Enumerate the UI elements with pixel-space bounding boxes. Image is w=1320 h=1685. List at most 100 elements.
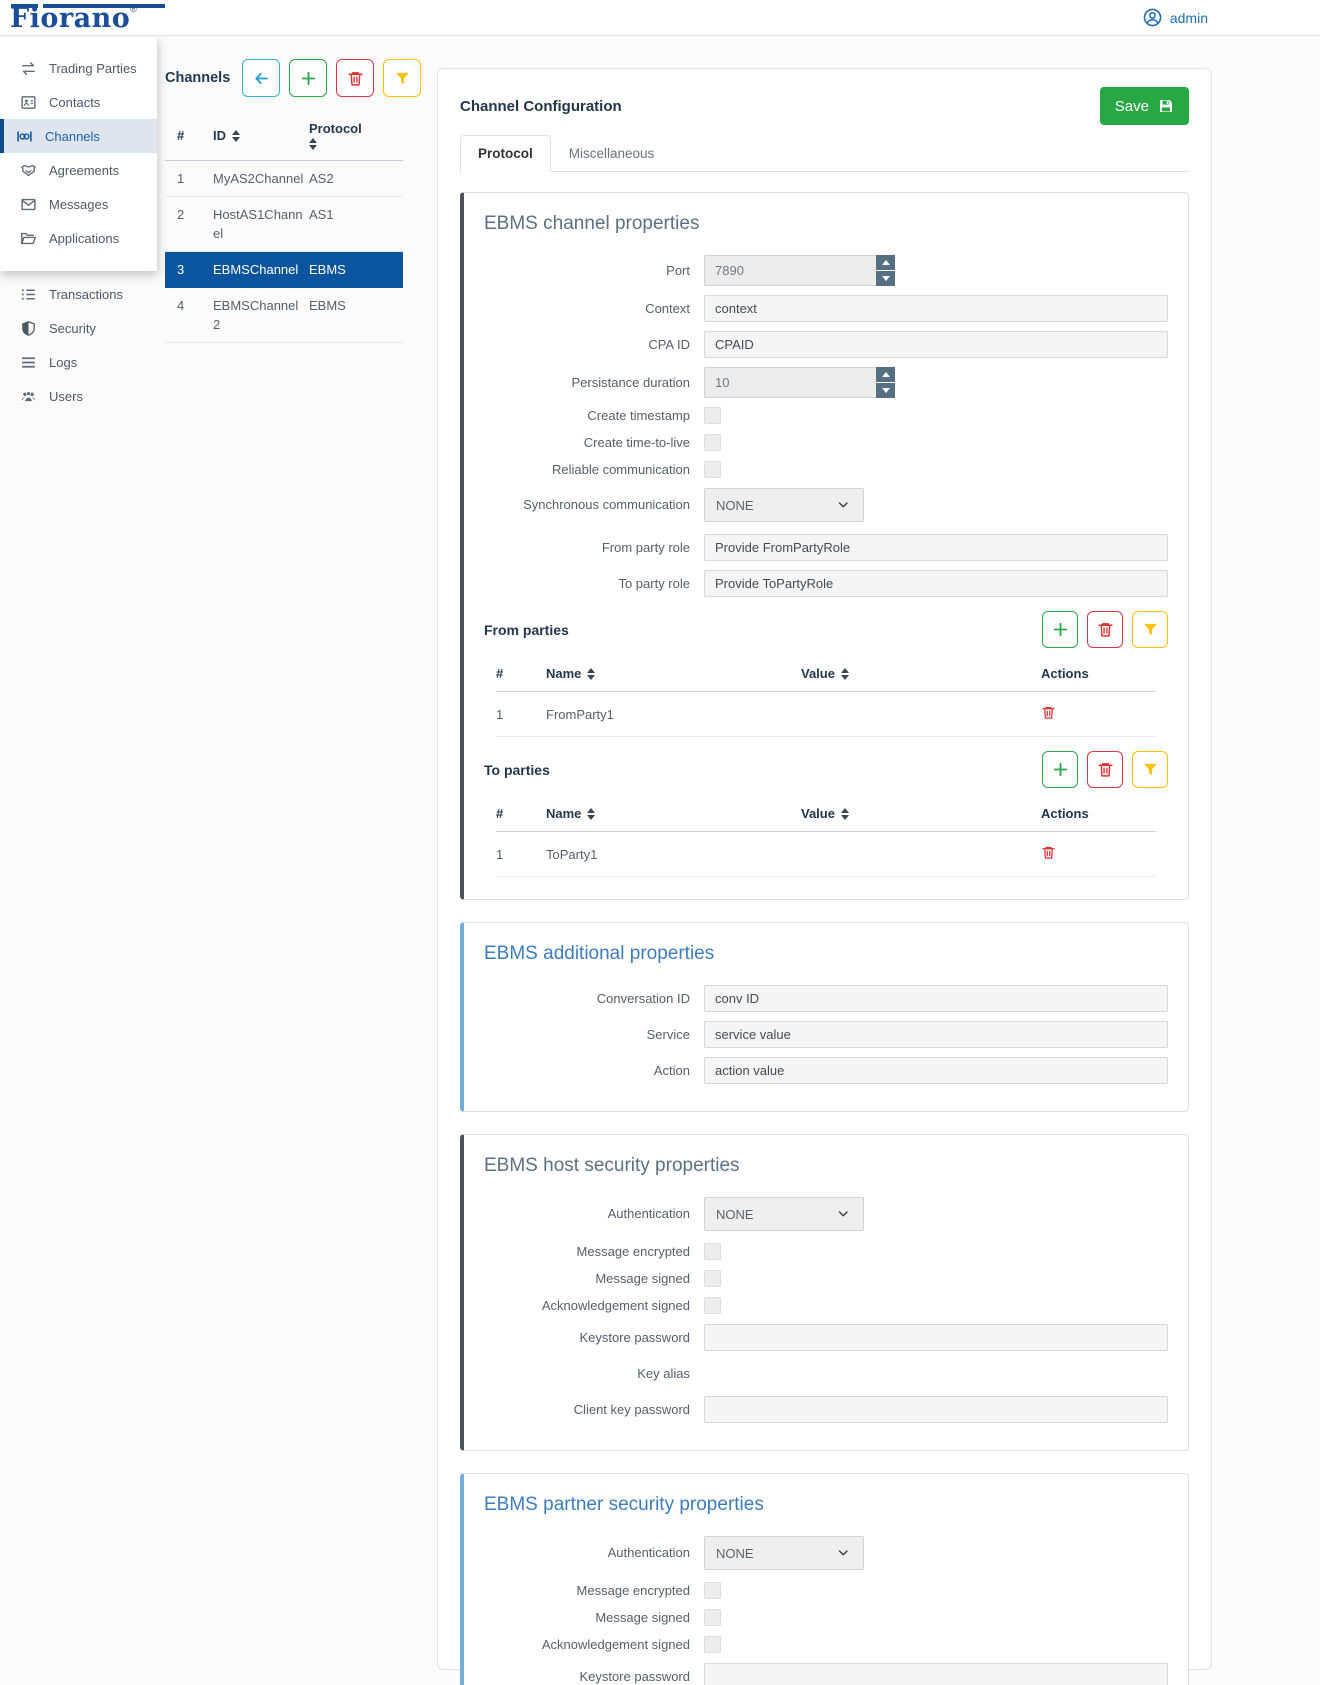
delete-row-button[interactable]: [1041, 705, 1056, 720]
sidebar-item-applications[interactable]: Applications: [0, 221, 157, 255]
conversation-id-input[interactable]: [704, 985, 1168, 1012]
sidebar-item-transactions[interactable]: Transactions: [0, 277, 157, 311]
sidebar-item-contacts[interactable]: Contacts: [0, 85, 157, 119]
host-message-encrypted-checkbox[interactable]: [704, 1243, 721, 1260]
save-label: Save: [1114, 97, 1149, 115]
trash-icon: [1097, 763, 1113, 777]
synchronous-communication-select[interactable]: NONE: [704, 488, 864, 522]
tab-protocol[interactable]: Protocol: [460, 135, 551, 172]
transactions-icon: [21, 288, 35, 300]
sidebar-item-trading-parties[interactable]: Trading Parties: [0, 51, 157, 85]
tab-miscellaneous[interactable]: Miscellaneous: [568, 146, 655, 161]
add-to-party-button[interactable]: [1042, 751, 1078, 788]
partner-authentication-select[interactable]: NONE: [704, 1536, 864, 1570]
sidebar-item-channels[interactable]: Channels: [0, 119, 157, 153]
to-party-role-input[interactable]: [704, 570, 1168, 597]
host-keystore-password-input[interactable]: [704, 1324, 1168, 1351]
sidebar-item-agreements[interactable]: Agreements: [0, 153, 157, 187]
create-time-to-live-checkbox[interactable]: [704, 434, 721, 451]
spinner-up-button[interactable]: [876, 367, 895, 382]
spinner-down-button[interactable]: [876, 383, 895, 398]
add-from-party-button[interactable]: [1042, 611, 1078, 648]
fiorano-logo[interactable]: Fiorano ®: [10, 2, 165, 34]
spinner-down-button[interactable]: [876, 271, 895, 286]
message-encrypted-label: Message encrypted: [576, 1582, 690, 1598]
host-acknowledgement-signed-checkbox[interactable]: [704, 1297, 721, 1314]
filter-to-parties-button[interactable]: [1132, 751, 1168, 788]
header-actions: Actions: [1041, 666, 1089, 681]
sidebar-item-logs[interactable]: Logs: [0, 345, 157, 379]
back-button[interactable]: [242, 59, 281, 97]
trash-icon: [1097, 623, 1113, 637]
host-message-signed-checkbox[interactable]: [704, 1270, 721, 1287]
context-label: Context: [645, 300, 690, 316]
partner-acknowledgement-signed-checkbox[interactable]: [704, 1636, 721, 1653]
section-title: EBMS partner security properties: [484, 1494, 764, 1515]
channel-row[interactable]: 2 HostAS1Channel AS1: [165, 197, 403, 252]
sort-icon: [309, 138, 389, 150]
sidebar-item-messages[interactable]: Messages: [0, 187, 157, 221]
from-party-role-input[interactable]: [704, 534, 1168, 561]
row-num: 4: [177, 298, 185, 313]
row-id: HostAS1Channel: [213, 207, 303, 241]
user-circle-icon: [1143, 8, 1162, 27]
delete-from-party-button[interactable]: [1087, 611, 1123, 648]
sidebar-item-label: Security: [49, 320, 96, 336]
persistance-duration-input[interactable]: [704, 367, 876, 398]
sidebar-item-users[interactable]: Users: [0, 379, 157, 413]
spinner-up-button[interactable]: [876, 255, 895, 270]
header-value[interactable]: Value: [801, 666, 1041, 681]
header-protocol[interactable]: Protocol: [309, 121, 389, 150]
channel-row[interactable]: 4 EBMSChannel2 EBMS: [165, 288, 403, 343]
sidebar-card: Trading Parties Contacts Channels Agreem…: [0, 37, 157, 271]
message-signed-label: Message signed: [595, 1609, 690, 1625]
from-parties-toolbar: [1042, 611, 1168, 648]
port-input[interactable]: [704, 255, 876, 286]
partner-keystore-password-input[interactable]: [704, 1663, 1168, 1685]
users-icon: [21, 390, 36, 401]
save-button[interactable]: Save: [1099, 87, 1189, 125]
action-input[interactable]: [704, 1057, 1168, 1084]
row-protocol: EBMS: [309, 262, 346, 277]
tab-content: EBMS channel properties Port Context: [460, 172, 1189, 1685]
channel-row[interactable]: 1 MyAS2Channel AS2: [165, 161, 403, 197]
from-party-row[interactable]: 1 FromParty1: [496, 692, 1156, 737]
to-party-row[interactable]: 1 ToParty1: [496, 832, 1156, 877]
acknowledgement-signed-label: Acknowledgement signed: [541, 1636, 690, 1652]
cpa-id-input[interactable]: [704, 331, 1168, 358]
delete-channel-button[interactable]: [336, 59, 375, 97]
row-num: 1: [496, 706, 504, 722]
row-num: 2: [177, 207, 185, 222]
delete-to-party-button[interactable]: [1087, 751, 1123, 788]
partner-message-encrypted-checkbox[interactable]: [704, 1582, 721, 1599]
persistance-duration-stepper: [704, 367, 895, 398]
header-name[interactable]: Name: [546, 806, 801, 821]
sidebar-item-label: Agreements: [49, 162, 120, 178]
filter-from-parties-button[interactable]: [1132, 611, 1168, 648]
header-id[interactable]: ID: [213, 128, 309, 143]
host-authentication-select[interactable]: NONE: [704, 1197, 864, 1231]
filter-channels-button[interactable]: [383, 59, 422, 97]
sidebar-item-label: Channels: [45, 128, 100, 144]
row-protocol: AS1: [309, 207, 334, 222]
user-menu[interactable]: admin: [1142, 7, 1208, 28]
add-channel-button[interactable]: [289, 59, 328, 97]
channel-row-selected[interactable]: 3 EBMSChannel EBMS: [165, 252, 403, 288]
create-timestamp-checkbox[interactable]: [704, 407, 721, 424]
row-name: FromParty1: [546, 706, 614, 722]
synchronous-communication-label: Synchronous communication: [523, 497, 690, 512]
context-input[interactable]: [704, 295, 1168, 322]
reliable-communication-checkbox[interactable]: [704, 461, 721, 478]
select-value: NONE: [716, 497, 754, 513]
partner-message-signed-checkbox[interactable]: [704, 1609, 721, 1626]
delete-row-button[interactable]: [1041, 845, 1056, 860]
row-name: ToParty1: [546, 846, 598, 862]
from-parties-title: From parties: [484, 621, 569, 638]
header-value[interactable]: Value: [801, 806, 1041, 821]
host-client-key-password-input[interactable]: [704, 1396, 1168, 1423]
messages-icon: [21, 198, 36, 210]
sidebar-item-security[interactable]: Security: [0, 311, 157, 345]
service-input[interactable]: [704, 1021, 1168, 1048]
to-parties-toolbar: [1042, 751, 1168, 788]
header-name[interactable]: Name: [546, 666, 801, 681]
